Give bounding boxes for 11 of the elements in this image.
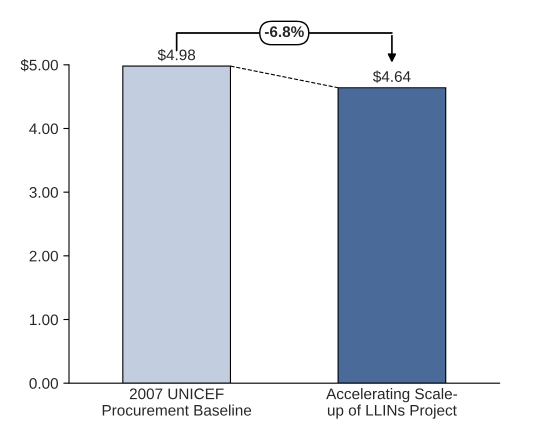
text: -6.8% bbox=[264, 26, 304, 38]
y-tick-label: 1.00 bbox=[30, 314, 58, 326]
data-label: $4.98 bbox=[158, 48, 196, 62]
y-tick-label: $5.00 bbox=[20, 59, 58, 72]
y-tick-label: 2.00 bbox=[30, 250, 58, 262]
y-tick-label: 0.00 bbox=[29, 378, 58, 389]
data-label: $4.64 bbox=[372, 70, 411, 83]
y-tick-label: 3.00 bbox=[29, 187, 58, 198]
y-tick-label: 4.00 bbox=[29, 123, 58, 134]
x-tick-label: 2007 UNICEF Procurement Baseline bbox=[102, 388, 252, 416]
x-tick-label: Accelerating Scale- up of LLINs Project bbox=[326, 388, 458, 419]
